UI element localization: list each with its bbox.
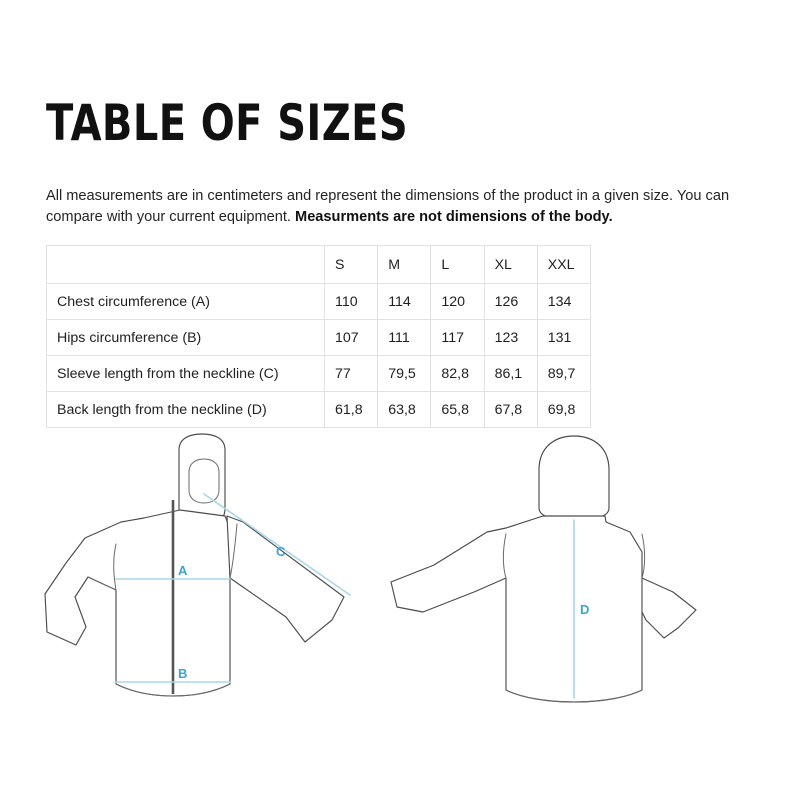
cell-back-s: 61,8 bbox=[323, 391, 379, 428]
jacket-back-view: D bbox=[378, 432, 738, 732]
cell-chest-s: 110 bbox=[323, 283, 379, 320]
cell-hips-xl: 123 bbox=[483, 319, 538, 356]
cell-back-l: 65,8 bbox=[430, 391, 485, 428]
cell-back-xl: 67,8 bbox=[483, 391, 538, 428]
cell-sleeve-xl: 86,1 bbox=[483, 355, 538, 392]
cell-hips-s: 107 bbox=[323, 319, 379, 356]
size-table: S M L XL XXL Chest circumference (A) 110… bbox=[46, 245, 591, 428]
cell-sleeve-xxl: 89,7 bbox=[536, 355, 591, 392]
table-header-m: M bbox=[377, 245, 432, 284]
table-row: Chest circumference (A) 110 114 120 126 … bbox=[46, 283, 591, 320]
intro-line-2-normal: You can compare with your current equipm… bbox=[46, 188, 730, 225]
cell-hips-l: 117 bbox=[430, 319, 485, 356]
measure-label-hips: B bbox=[178, 666, 187, 681]
page-title: TABLE OF SIZES bbox=[46, 94, 409, 152]
jacket-front-view: A B C bbox=[28, 432, 388, 732]
intro-line-1: All measurements are in centimeters and … bbox=[46, 188, 674, 204]
cell-sleeve-s: 77 bbox=[323, 355, 379, 392]
table-row: Sleeve length from the neckline (C) 77 7… bbox=[46, 355, 591, 392]
row-label-chest: Chest circumference (A) bbox=[46, 283, 325, 320]
cell-sleeve-l: 82,8 bbox=[430, 355, 485, 392]
table-header-l: L bbox=[430, 245, 485, 284]
intro-line-2-bold: Measurments are not dimensions of the bo… bbox=[295, 209, 613, 225]
cell-chest-m: 114 bbox=[377, 283, 432, 320]
table-row: Hips circumference (B) 107 111 117 123 1… bbox=[46, 319, 591, 356]
cell-chest-l: 120 bbox=[430, 283, 485, 320]
row-label-hips: Hips circumference (B) bbox=[46, 319, 325, 356]
intro-paragraph: All measurements are in centimeters and … bbox=[46, 186, 776, 228]
cell-hips-xxl: 131 bbox=[536, 319, 591, 356]
illustrations-area: A B C bbox=[0, 432, 800, 742]
cell-chest-xl: 126 bbox=[483, 283, 538, 320]
measure-line-sleeve bbox=[203, 493, 351, 596]
cell-back-xxl: 69,8 bbox=[536, 391, 591, 428]
measure-label-back-length: D bbox=[580, 602, 589, 617]
table-header-xl: XL bbox=[483, 245, 538, 284]
row-label-sleeve: Sleeve length from the neckline (C) bbox=[46, 355, 325, 392]
cell-back-m: 63,8 bbox=[377, 391, 432, 428]
cell-chest-xxl: 134 bbox=[536, 283, 591, 320]
table-row: Back length from the neckline (D) 61,8 6… bbox=[46, 391, 591, 428]
cell-hips-m: 111 bbox=[377, 319, 432, 356]
measure-label-chest: A bbox=[178, 563, 188, 578]
table-header-s: S bbox=[323, 245, 379, 284]
measure-label-sleeve: C bbox=[276, 544, 286, 559]
table-header-xxl: XXL bbox=[536, 245, 591, 284]
table-header-blank bbox=[46, 245, 325, 284]
row-label-back: Back length from the neckline (D) bbox=[46, 391, 325, 428]
cell-sleeve-m: 79,5 bbox=[377, 355, 432, 392]
table-header-row: S M L XL XXL bbox=[46, 245, 591, 284]
